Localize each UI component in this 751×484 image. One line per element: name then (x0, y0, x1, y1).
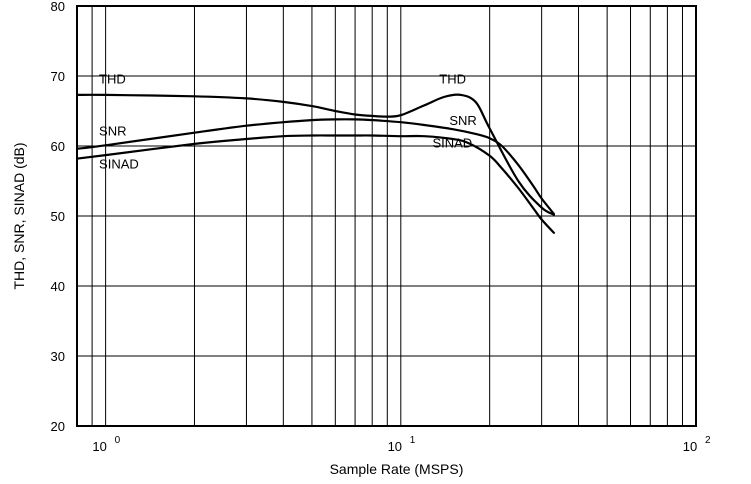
plot-frame (76, 5, 697, 427)
x-axis-title: Sample Rate (MSPS) (330, 461, 464, 477)
curve-label-sinad: SINAD (432, 135, 472, 150)
curve-labels: THD SNR SINAD THD SNR SINAD (99, 72, 477, 172)
series-line-thd (75, 93, 555, 216)
y-tick-label: 60 (51, 139, 65, 154)
y-tick-labels: 20 30 40 50 60 70 80 (51, 0, 65, 434)
x-tick-labels: 10 0 10 1 10 2 (92, 435, 711, 454)
y-tick-label: 40 (51, 279, 65, 294)
curve-label-thd: THD (439, 72, 466, 87)
y-tick-label: 30 (51, 349, 65, 364)
x-tick-exponent: 0 (115, 435, 121, 446)
series-line-sinad (75, 134, 555, 234)
y-tick-label: 80 (51, 0, 65, 14)
curve-label-thd: THD (99, 72, 126, 87)
x-tick-label: 10 (683, 439, 697, 454)
grid (76, 5, 697, 427)
y-axis-title: THD, SNR, SINAD (dB) (11, 142, 27, 289)
x-tick-exponent: 1 (410, 435, 416, 446)
y-tick-label: 70 (51, 69, 65, 84)
y-tick-label: 50 (51, 209, 65, 224)
series-line-snr (75, 118, 555, 215)
x-tick-exponent: 2 (705, 435, 711, 446)
curve-label-sinad: SINAD (99, 156, 139, 171)
x-tick-label: 10 (388, 439, 402, 454)
curve-label-snr: SNR (449, 113, 476, 128)
y-tick-label: 20 (51, 419, 65, 434)
curve-label-snr: SNR (99, 124, 126, 139)
x-tick-label: 10 (92, 439, 106, 454)
series-layer (75, 93, 555, 234)
